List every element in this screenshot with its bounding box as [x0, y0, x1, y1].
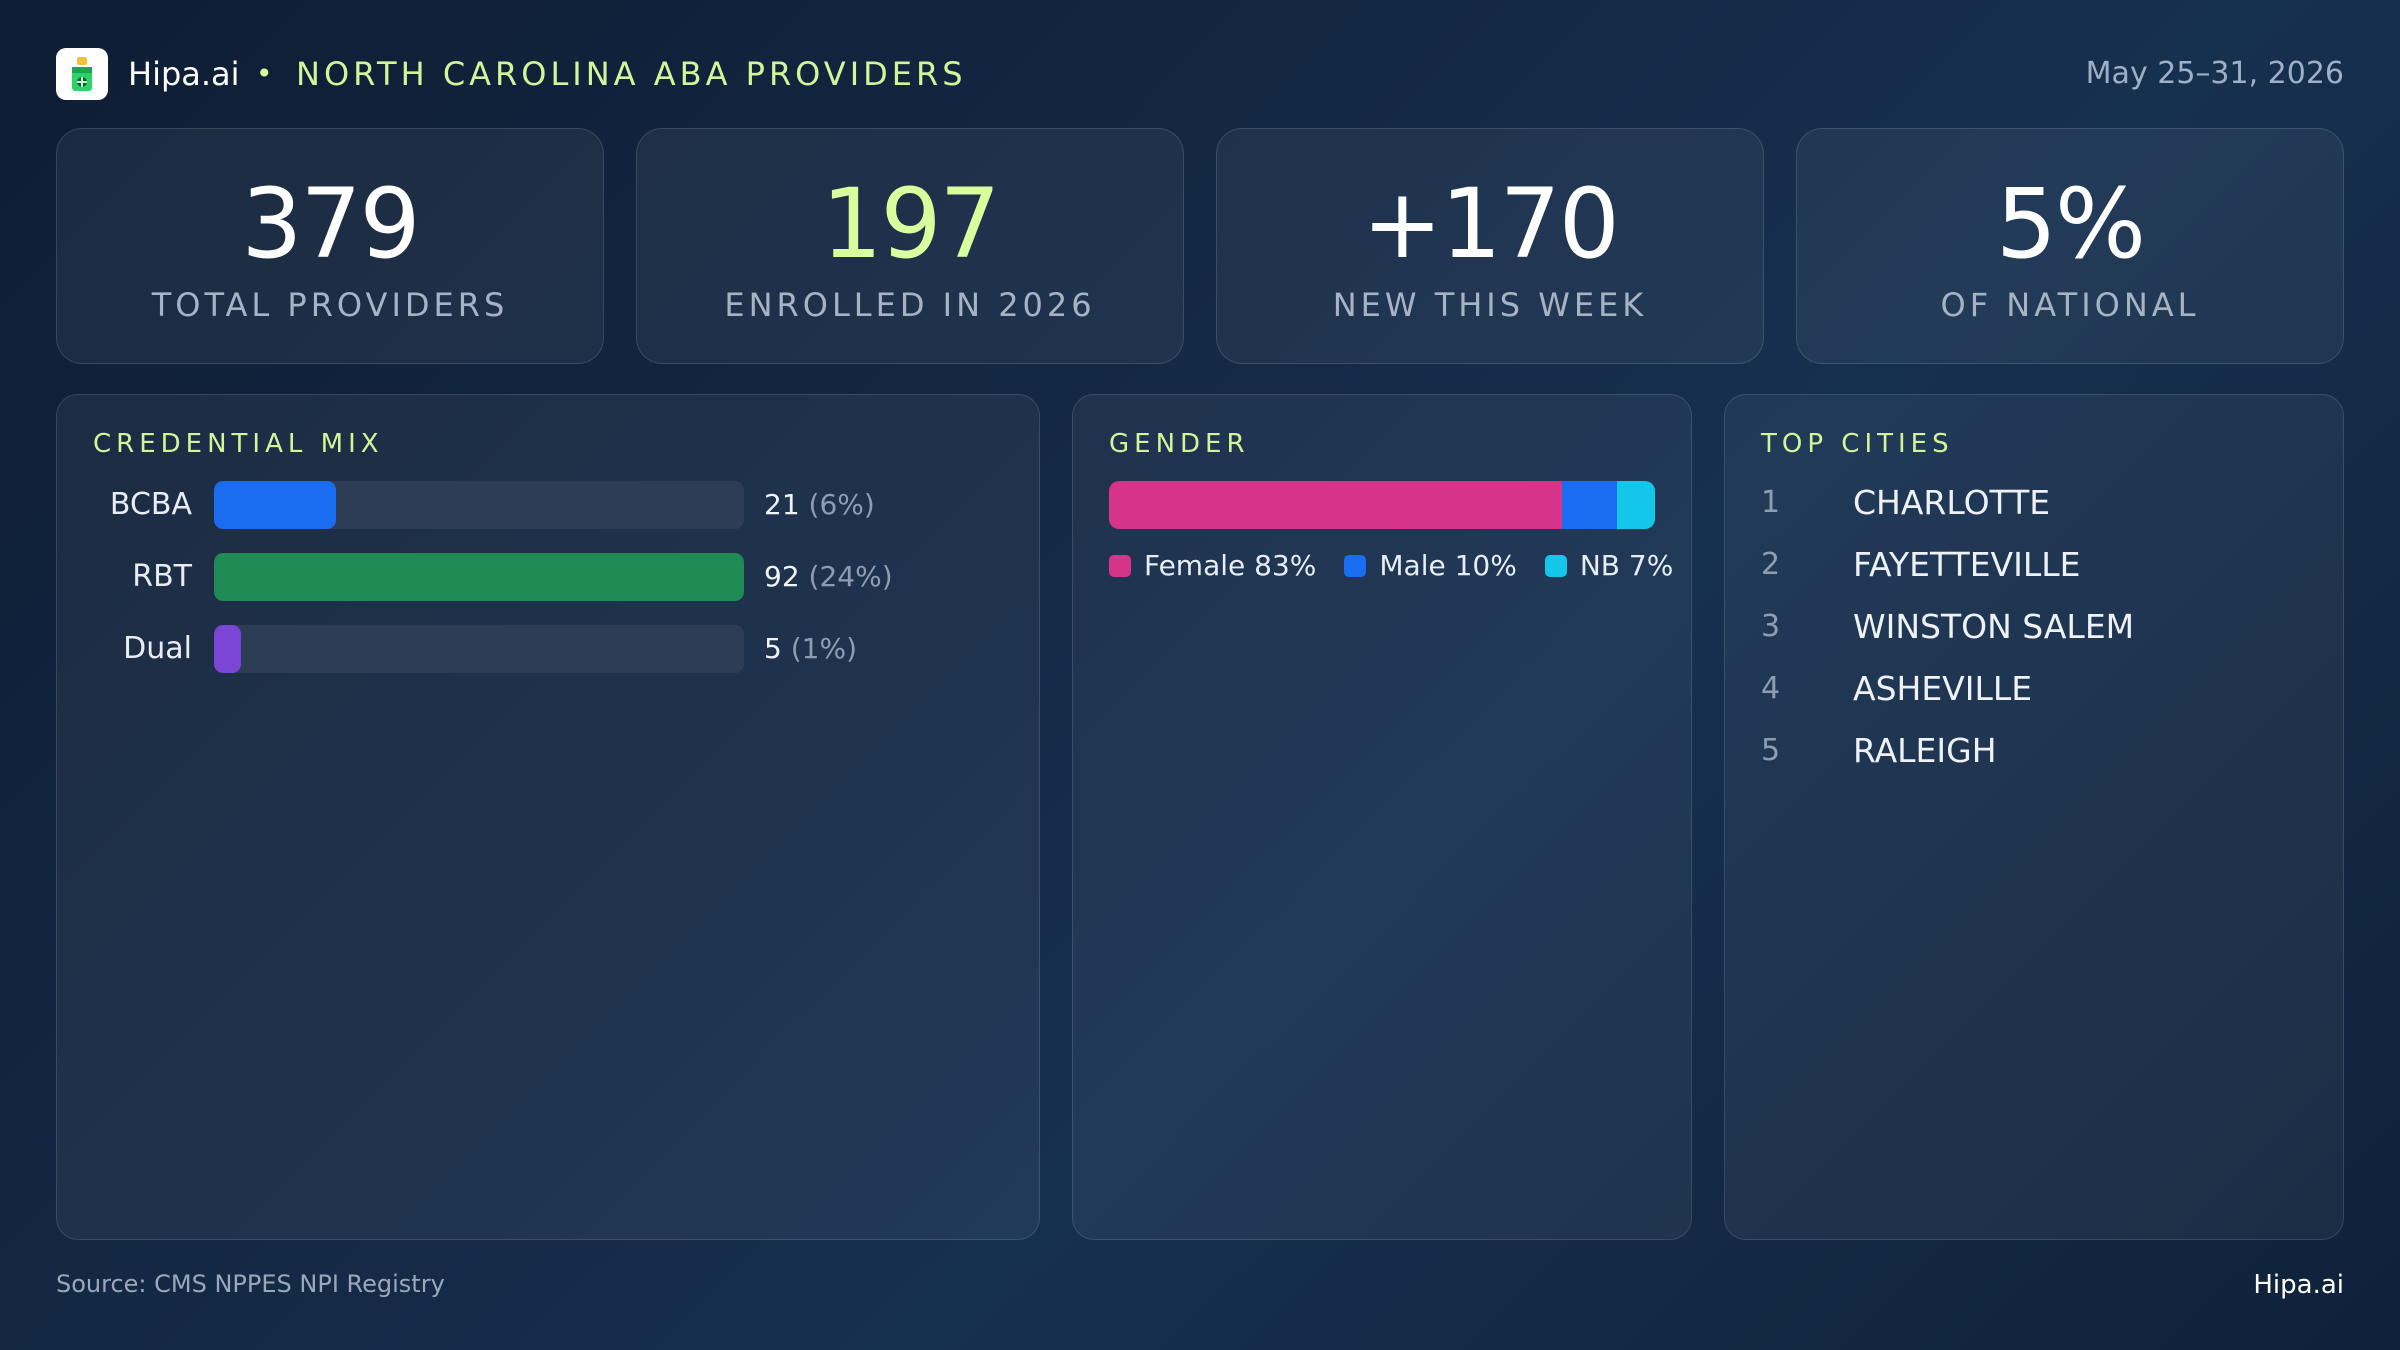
panel-title: CREDENTIAL MIX — [93, 429, 384, 459]
panel-title: TOP CITIES — [1761, 429, 1954, 459]
stat-card-new-this-week: +170 NEW THIS WEEK — [1216, 128, 1764, 364]
credential-row-bcba: BCBA 21 (6%) — [57, 481, 1039, 529]
bar-percent: (1%) — [790, 632, 858, 665]
bar-fill-rbt — [214, 553, 744, 601]
city-name: WINSTON SALEM — [1853, 607, 2135, 646]
city-rank: 1 — [1761, 485, 1781, 520]
bar-fill-dual — [214, 625, 241, 673]
gender-panel: GENDER Female 83% Male 10% NB 7% — [1072, 394, 1692, 1240]
app-logo-icon — [56, 48, 108, 100]
stat-card-total-providers: 379 TOTAL PROVIDERS — [56, 128, 604, 364]
stat-label: ENROLLED IN 2026 — [724, 286, 1096, 324]
stat-value: 197 — [821, 168, 1000, 280]
stat-card-enrolled: 197 ENROLLED IN 2026 — [636, 128, 1184, 364]
stat-label: TOTAL PROVIDERS — [151, 286, 509, 324]
legend-label: Female 83% — [1144, 549, 1317, 582]
legend-swatch — [1344, 554, 1367, 577]
bar-label: RBT — [132, 559, 192, 594]
legend-label: Male 10% — [1379, 549, 1517, 582]
brand-name: Hipa.ai — [128, 55, 240, 93]
gender-segment-female — [1109, 481, 1563, 529]
city-rank: 4 — [1761, 671, 1781, 706]
bar-count: 21 — [764, 488, 800, 521]
gender-segment-male — [1562, 481, 1617, 529]
legend-item-nb: NB 7% — [1544, 549, 1674, 582]
bar-label: BCBA — [109, 487, 192, 522]
city-name: CHARLOTTE — [1853, 483, 2051, 522]
legend-item-male: Male 10% — [1344, 549, 1517, 582]
panel-title: GENDER — [1109, 429, 1250, 459]
city-rank: 5 — [1761, 733, 1781, 768]
stat-value: +170 — [1362, 168, 1620, 280]
bar-count: 5 — [764, 632, 782, 665]
bar-value: 92 (24%) — [764, 553, 893, 601]
city-name: ASHEVILLE — [1853, 669, 2033, 708]
credential-row-dual: Dual 5 (1%) — [57, 625, 1039, 673]
bar-track — [214, 625, 744, 673]
stat-label: OF NATIONAL — [1940, 286, 2200, 324]
credential-row-rbt: RBT 92 (24%) — [57, 553, 1039, 601]
header: Hipa.ai • NORTH CAROLINA ABA PROVIDERS M… — [56, 46, 2344, 102]
bar-count: 92 — [764, 560, 800, 593]
date-range: May 25–31, 2026 — [2085, 56, 2344, 91]
source-note: Source: CMS NPPES NPI Registry — [56, 1270, 445, 1298]
stat-value: 379 — [241, 168, 420, 280]
bar-percent: (24%) — [808, 560, 893, 593]
legend-item-female: Female 83% — [1109, 549, 1316, 582]
legend-swatch — [1109, 554, 1131, 577]
gender-legend: Female 83% Male 10% NB 7% — [1109, 549, 1701, 582]
gender-segment-nb — [1616, 481, 1655, 529]
bar-track — [214, 553, 744, 601]
legend-swatch — [1544, 554, 1567, 577]
city-rank: 2 — [1761, 547, 1781, 582]
stat-card-of-national: 5% OF NATIONAL — [1796, 128, 2344, 364]
credential-mix-panel: CREDENTIAL MIX BCBA 21 (6%) RBT 92 (24%)… — [56, 394, 1040, 1240]
gender-stacked-bar — [1109, 481, 1655, 529]
city-name: RALEIGH — [1853, 731, 1997, 770]
footer-brand: Hipa.ai — [2253, 1270, 2344, 1300]
stat-value: 5% — [1995, 168, 2146, 280]
page-title: NORTH CAROLINA ABA PROVIDERS — [296, 55, 967, 93]
bar-label: Dual — [123, 631, 192, 666]
city-rank: 3 — [1761, 609, 1781, 644]
bar-track — [214, 481, 744, 529]
legend-label: NB 7% — [1579, 549, 1674, 582]
bar-value: 5 (1%) — [764, 625, 857, 673]
title-separator: • — [256, 57, 273, 90]
bar-value: 21 (6%) — [764, 481, 875, 529]
stat-label: NEW THIS WEEK — [1332, 286, 1648, 324]
bar-fill-bcba — [214, 481, 336, 529]
city-name: FAYETTEVILLE — [1853, 545, 2081, 584]
top-cities-panel: TOP CITIES 1 CHARLOTTE 2 FAYETTEVILLE 3 … — [1724, 394, 2344, 1240]
bar-percent: (6%) — [808, 488, 875, 521]
